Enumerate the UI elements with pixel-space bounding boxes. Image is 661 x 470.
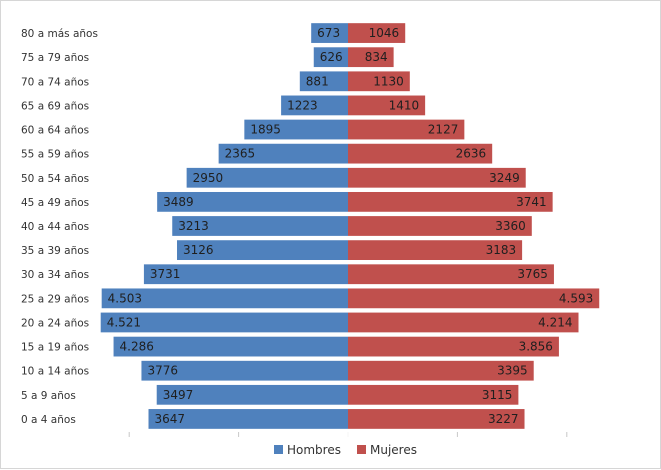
value-label-mujeres: 4.593 [559, 291, 593, 305]
category-label: 60 a 64 años [21, 125, 89, 137]
category-label: 50 a 54 años [21, 173, 89, 185]
value-label-mujeres: 3227 [488, 412, 519, 426]
value-label-mujeres: 3249 [489, 171, 520, 185]
value-label-mujeres: 2636 [456, 147, 487, 161]
legend-label-hombres: Hombres [287, 443, 341, 457]
bar-hombres-5-a-9-a-os [156, 384, 348, 405]
value-label-mujeres: 3360 [495, 219, 526, 233]
legend-swatch-hombres [274, 445, 283, 454]
category-label: 15 a 19 años [21, 342, 89, 354]
value-label-mujeres: 834 [365, 50, 388, 64]
category-label: 80 a más años [21, 28, 98, 40]
category-labels: 0 a 4 años 5 a 9 años 10 a 14 años 15 a 19 … [21, 28, 98, 426]
bar-mujeres-70-a-74-a-os [348, 71, 410, 92]
bar-mujeres-45-a-49-a-os [348, 191, 553, 212]
category-label: 35 a 39 años [21, 245, 89, 257]
value-label-mujeres: 3.856 [519, 340, 553, 354]
value-label-hombres: 2365 [225, 147, 256, 161]
value-label-hombres: 3647 [155, 412, 186, 426]
bar-mujeres-25-a-29-a-os [348, 288, 600, 309]
bar-hombres-75-a-79-a-os [313, 47, 348, 68]
category-label: 25 a 29 años [21, 293, 89, 305]
bar-mujeres-35-a-39-a-os [348, 240, 523, 261]
category-label: 55 a 59 años [21, 149, 89, 161]
bar-mujeres-65-a-69-a-os [348, 95, 426, 116]
value-label-mujeres: 3741 [516, 195, 547, 209]
category-label: 0 a 4 años [21, 414, 76, 426]
bar-mujeres-5-a-9-a-os [348, 384, 519, 405]
value-label-hombres: 626 [320, 50, 343, 64]
value-label-hombres: 2950 [193, 171, 224, 185]
bar-hombres-35-a-39-a-os [177, 240, 348, 261]
category-label: 20 a 24 años [21, 317, 89, 329]
legend-swatch-mujeres [357, 445, 366, 454]
bar-hombres-25-a-29-a-os [101, 288, 348, 309]
bar-mujeres-10-a-14-a-os [348, 360, 534, 381]
category-label: 10 a 14 años [21, 366, 89, 378]
bar-mujeres-20-a-24-a-os [348, 312, 579, 333]
bar-hombres-60-a-64-a-os [244, 119, 348, 140]
category-label: 45 a 49 años [21, 197, 89, 209]
bar-mujeres-15-a-19-a-os [348, 336, 559, 357]
bar-hombres-50-a-54-a-os [186, 167, 348, 188]
bar-hombres-15-a-19-a-os [113, 336, 348, 357]
value-label-mujeres: 1046 [369, 26, 400, 40]
bar-hombres-40-a-44-a-os [172, 216, 348, 236]
value-label-mujeres: 3183 [486, 243, 517, 257]
value-label-mujeres: 1130 [373, 74, 404, 88]
value-label-hombres: 3126 [183, 243, 214, 257]
value-label-hombres: 3731 [150, 267, 181, 281]
legend-label-mujeres: Mujeres [370, 443, 417, 457]
bar-hombres-45-a-49-a-os [157, 191, 348, 212]
category-label: 75 a 79 años [21, 52, 89, 64]
bar-mujeres-30-a-34-a-os [348, 264, 554, 285]
bar-hombres-0-a-4-a-os [148, 409, 348, 429]
value-label-hombres: 3489 [163, 195, 194, 209]
value-label-hombres: 4.503 [108, 291, 142, 305]
value-label-hombres: 3497 [163, 388, 194, 402]
value-label-hombres: 881 [306, 74, 329, 88]
bar-hombres-70-a-74-a-os [299, 71, 348, 92]
value-label-hombres: 3213 [178, 219, 209, 233]
bar-hombres-20-a-24-a-os [100, 312, 349, 333]
value-label-hombres: 3776 [147, 364, 178, 378]
category-label: 65 a 69 años [21, 100, 89, 112]
bar-hombres-65-a-69-a-os [281, 95, 348, 116]
value-label-hombres: 4.521 [107, 315, 141, 329]
bars-layer: 3647 3227 3497 3115 3776 3395 4.286 3.856 4.521 4… [100, 23, 600, 429]
category-label: 70 a 74 años [21, 76, 89, 88]
bar-mujeres-50-a-54-a-os [348, 167, 526, 188]
value-label-mujeres: 1410 [389, 98, 420, 112]
bar-hombres-55-a-59-a-os [218, 143, 348, 164]
bar-mujeres-0-a-4-a-os [348, 409, 525, 429]
category-label: 40 a 44 años [21, 221, 89, 233]
bar-mujeres-40-a-44-a-os [348, 216, 532, 236]
bar-mujeres-60-a-64-a-os [348, 119, 465, 140]
value-label-mujeres: 4.214 [538, 315, 572, 329]
value-label-mujeres: 3395 [497, 364, 528, 378]
bar-mujeres-80-a-m-s-a-os [348, 23, 406, 43]
value-label-mujeres: 2127 [428, 123, 459, 137]
value-label-hombres: 1895 [250, 123, 281, 137]
value-label-hombres: 4.286 [120, 340, 154, 354]
bar-mujeres-75-a-79-a-os [348, 47, 394, 68]
value-label-mujeres: 3765 [517, 267, 548, 281]
bar-hombres-10-a-14-a-os [141, 360, 348, 381]
bar-hombres-80-a-m-s-a-os [311, 23, 348, 43]
value-label-mujeres: 3115 [482, 388, 513, 402]
value-label-hombres: 673 [317, 26, 340, 40]
category-label: 30 a 34 años [21, 269, 89, 281]
value-label-hombres: 1223 [287, 98, 318, 112]
legend: Hombres Mujeres [274, 443, 417, 457]
bar-mujeres-55-a-59-a-os [348, 143, 493, 164]
category-label: 5 a 9 años [21, 390, 76, 402]
bar-hombres-30-a-34-a-os [143, 264, 348, 285]
